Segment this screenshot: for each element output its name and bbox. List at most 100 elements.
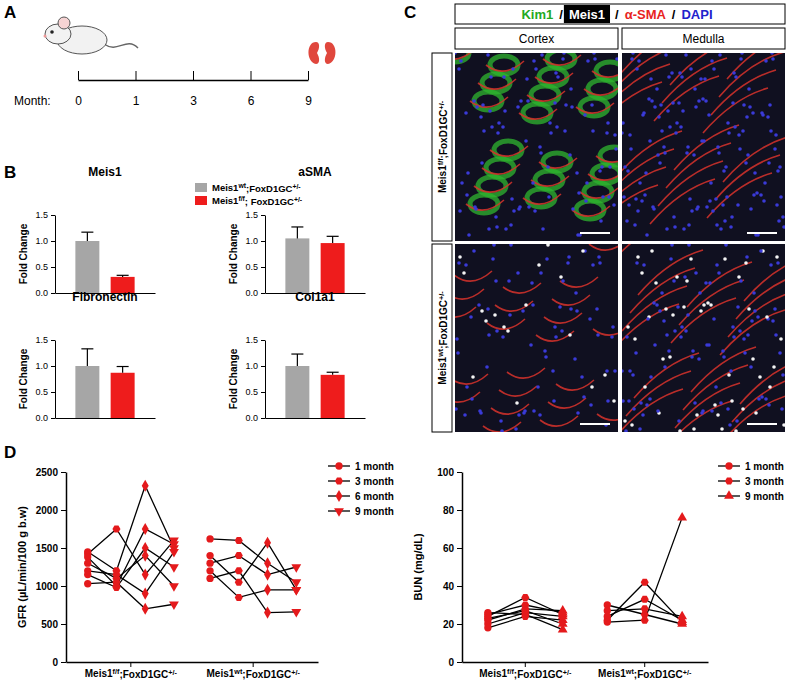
dapi-nucleus [624, 429, 628, 432]
sma-stain [580, 188, 618, 198]
bar-chart: 0.00.51.01.5aSMAFold Change [228, 165, 366, 298]
dapi-nucleus [598, 261, 602, 265]
dapi-nucleus [486, 307, 490, 311]
dapi-nucleus [480, 161, 484, 165]
x-tick-mark [253, 662, 254, 667]
panel-label: C [404, 3, 416, 22]
dapi-nucleus [769, 129, 773, 133]
dapi-nucleus [672, 279, 676, 283]
sma-stain [597, 410, 618, 420]
dapi-nucleus [700, 411, 704, 415]
dapi-nucleus [455, 337, 459, 341]
dapi-nucleus [567, 255, 571, 259]
dapi-nucleus [524, 139, 528, 143]
timeline-tick-label: 6 [248, 94, 255, 108]
legend-label: 3 month [355, 476, 394, 487]
point [235, 537, 243, 544]
dapi-nucleus [739, 57, 743, 61]
meis1-nucleus [664, 307, 668, 311]
meis1-nucleus [695, 413, 699, 417]
dapi-nucleus [714, 197, 718, 201]
superscript: +/- [437, 100, 446, 109]
sma-stain [592, 67, 618, 77]
text-run: Meis1 [437, 356, 448, 384]
sma-stain [466, 200, 504, 210]
dapi-nucleus [503, 109, 507, 113]
meis1-nucleus [668, 355, 672, 359]
dapi-nucleus [693, 87, 697, 91]
dapi-nucleus [659, 103, 663, 107]
scale-bar [580, 232, 610, 234]
micrograph [455, 53, 618, 241]
meis1-nucleus [734, 429, 738, 432]
dapi-nucleus [486, 53, 490, 57]
dapi-nucleus [708, 199, 712, 203]
y-axis-line [66, 473, 68, 663]
bar [285, 366, 309, 418]
dapi-nucleus [630, 57, 634, 61]
y-tick-mark [61, 624, 66, 625]
x-axis: Meis1f/f;FoxD1GC+/-Meis1wt;FoxD1GC+/- [463, 662, 709, 680]
dapi-nucleus [669, 257, 673, 261]
micrograph-bg [455, 53, 618, 241]
dapi-nucleus [694, 271, 698, 275]
y-tick: 0 [448, 657, 462, 668]
sma-stain [596, 152, 618, 162]
y-axis-title: Fold Change [18, 348, 29, 409]
x-axis-line [463, 662, 709, 664]
y-tick-label: 1.0 [35, 236, 48, 246]
dapi-nucleus [719, 227, 723, 231]
mouse-nose [44, 35, 47, 38]
legend-label: 9 month [745, 491, 784, 502]
sma-stain [478, 79, 516, 89]
dapi-nucleus [553, 101, 557, 105]
sma-stain [662, 58, 727, 103]
sma-stain [658, 161, 723, 206]
dapi-nucleus [586, 59, 590, 63]
dapi-nucleus [516, 271, 520, 275]
dapi-nucleus [677, 419, 681, 423]
dapi-nucleus [544, 355, 548, 359]
sma-stain [666, 143, 731, 188]
y-tick: 0.5 [245, 387, 265, 397]
x-axis: Meis1f/f;FoxD1GC+/-Meis1wt;FoxD1GC+/- [67, 662, 319, 680]
sma-stain [455, 53, 475, 59]
text-run: ;FoxD1GC [242, 669, 291, 680]
dapi-nucleus [673, 329, 677, 333]
y-tick: 1000 [36, 581, 66, 592]
stain-label: / [672, 7, 676, 22]
dapi-nucleus [641, 113, 645, 117]
dapi-nucleus [634, 197, 638, 201]
y-tick-mark [261, 366, 265, 367]
dapi-nucleus [475, 105, 479, 109]
dapi-nucleus [649, 77, 653, 81]
dapi-nucleus [540, 53, 544, 57]
meis1-nucleus [751, 357, 755, 361]
dapi-nucleus [623, 165, 627, 169]
dapi-nucleus [766, 115, 770, 119]
dapi-nucleus [575, 309, 579, 313]
error-stem [87, 349, 88, 366]
sma-stain [671, 298, 736, 343]
dapi-nucleus [573, 357, 577, 361]
dapi-nucleus [657, 115, 661, 119]
subject-line [88, 529, 174, 586]
dapi-nucleus [653, 105, 657, 109]
dapi-nucleus [726, 407, 730, 411]
dapi-nucleus [539, 271, 543, 275]
dapi-nucleus [652, 301, 656, 305]
meis1-nucleus [744, 261, 748, 265]
y-axis-line [265, 216, 266, 294]
dapi-nucleus [510, 197, 514, 201]
superscript: +/- [437, 291, 446, 300]
dapi-nucleus [781, 215, 785, 219]
dapi-nucleus [781, 373, 785, 377]
dapi-nucleus [622, 369, 624, 373]
meis1-nucleus [775, 255, 779, 259]
legend-marker [725, 462, 732, 469]
dapi-nucleus [679, 335, 683, 339]
error-stem [332, 236, 333, 243]
dapi-nucleus [465, 193, 469, 197]
dapi-nucleus [762, 199, 766, 203]
sma-stain [548, 398, 586, 408]
